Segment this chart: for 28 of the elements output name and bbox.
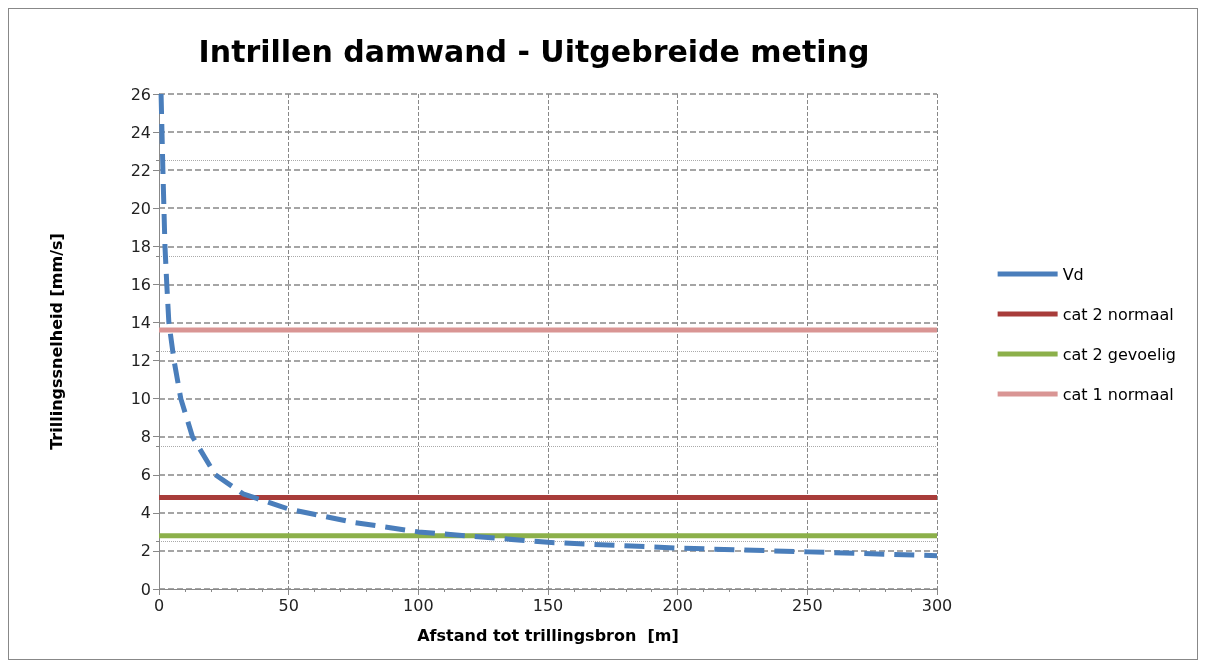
x-tick-label: 150: [532, 595, 564, 615]
x-tick-label: 50: [278, 595, 299, 615]
legend-label: cat 1 normaal: [1062, 384, 1174, 404]
y-tick-label: 24: [130, 122, 151, 142]
y-tick-label: 12: [130, 351, 151, 371]
y-tick-label: 4: [140, 503, 151, 523]
y-tick-label: 6: [140, 465, 151, 485]
legend-label: Vd: [1062, 264, 1084, 284]
y-tick-label: 8: [140, 427, 151, 447]
y-tick-label: 10: [130, 389, 151, 409]
x-tick-label: 250: [792, 595, 823, 615]
x-tick-label: 300: [921, 595, 953, 615]
y-tick-label: 0: [140, 579, 151, 599]
y-tick-label: 20: [130, 198, 151, 218]
chart-title: Intrillen damwand - Uitgebreide meting: [198, 33, 870, 69]
y-axis-title: Trillingssnelheid [mm/s]: [46, 233, 66, 450]
legend-label: cat 2 gevoelig: [1062, 344, 1176, 364]
y-tick-label: 14: [130, 312, 151, 332]
y-tick-label: 2: [140, 541, 151, 561]
y-tick-label: 16: [130, 274, 151, 294]
y-tick-label: 22: [130, 160, 151, 180]
x-tick-label: 0: [153, 595, 165, 615]
x-tick-label: 200: [662, 595, 693, 615]
y-tick-label: 18: [130, 236, 151, 256]
legend-label: cat 2 normaal: [1062, 304, 1174, 324]
x-axis-title: Afstand tot trillingsbron [m]: [417, 625, 679, 645]
x-tick-label: 100: [403, 595, 434, 615]
y-tick-label: 26: [130, 84, 151, 104]
